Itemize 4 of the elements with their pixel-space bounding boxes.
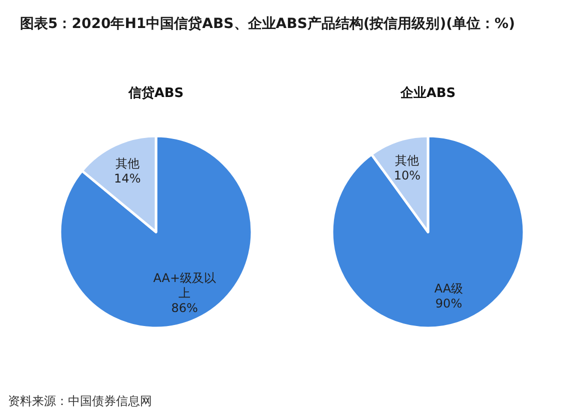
chart-title: 企业ABS	[399, 86, 456, 100]
chart-title: 信贷ABS	[127, 84, 184, 100]
text: 资料来源：中国债券信息网	[8, 394, 152, 408]
text: 图表5：2020年H1中国信贷ABS、企业ABS产品结构(按信用级别)(单位：%)	[20, 15, 515, 32]
